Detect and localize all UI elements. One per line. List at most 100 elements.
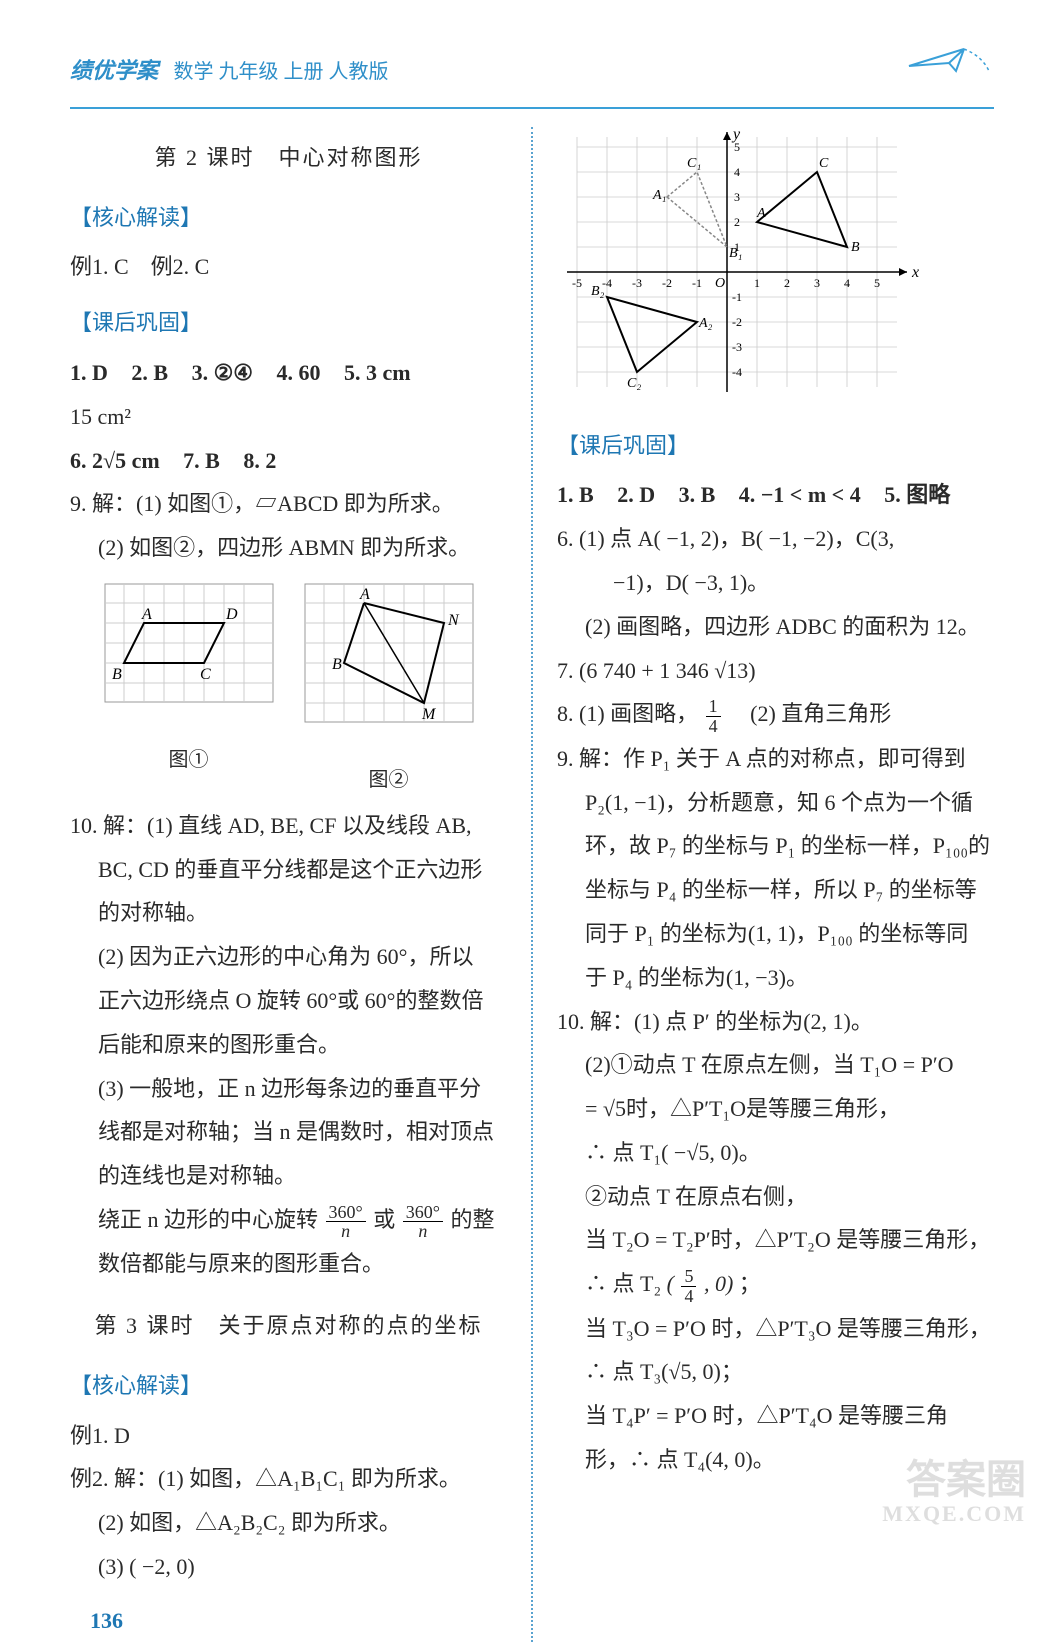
q10-d1-c: 的整 <box>450 1207 494 1232</box>
svg-text:x: x <box>911 264 919 281</box>
core-answers: 例1. C 例2. C <box>70 246 507 288</box>
core2-label: 【核心解读】 <box>70 1365 507 1407</box>
svg-text:2: 2 <box>784 276 790 290</box>
paper-plane-icon <box>904 40 994 101</box>
svg-text:N: N <box>447 612 460 629</box>
r-ans-3: 3. B <box>679 482 716 507</box>
q10-b3: 后能和原来的图形重合。 <box>70 1024 507 1066</box>
q10-a1: 10. 解：(1) 直线 AD, BE, CF 以及线段 AB, <box>70 805 507 847</box>
lesson3-title: 第 3 课时 关于原点对称的点的坐标 <box>70 1305 507 1347</box>
fig2-caption: 图② <box>304 761 474 799</box>
r-q6-1: 6. (1) 点 A( −1, 2)，B( −1, −2)，C(3, <box>557 518 994 560</box>
svg-text:-1: -1 <box>692 276 702 290</box>
svg-text:-3: -3 <box>732 340 742 354</box>
svg-text:5: 5 <box>874 276 880 290</box>
r-q10-2b: = √5时，△P′T₁O是等腰三角形， <box>557 1088 994 1130</box>
lesson2-title: 第 2 课时 中心对称图形 <box>70 137 507 179</box>
q10-c2: 线都是对称轴；当 n 是偶数时，相对顶点 <box>70 1111 507 1153</box>
consolidation-label: 【课后巩固】 <box>70 302 507 344</box>
answer-row-2: 6. 2√5 cm 7. B 8. 2 <box>70 440 507 482</box>
r-ans-2: 2. D <box>617 482 655 507</box>
r-q10-2f-a: ∴ 点 T₂ <box>585 1271 661 1296</box>
ans-5: 5. 3 cm <box>344 360 411 385</box>
svg-text:B₂: B₂ <box>591 284 605 299</box>
r-q10-2f-b: ； <box>739 1271 761 1296</box>
figure-1-block: A D B C 图① <box>104 583 274 799</box>
svg-text:-4: -4 <box>732 365 742 379</box>
r-q9-1: 9. 解：作 P₁ 关于 A 点的对称点，即可得到 <box>557 738 994 780</box>
svg-text:C₁: C₁ <box>687 156 701 171</box>
svg-text:-5: -5 <box>572 276 582 290</box>
q10-d1-a: 绕正 n 边形的中心旋转 <box>98 1207 318 1232</box>
ans-2: 2. B <box>131 360 168 385</box>
svg-text:C₂: C₂ <box>627 376 641 391</box>
r-q10-2g: 当 T₃O = P′O 时，△P′T₃O 是等腰三角形， <box>557 1308 994 1350</box>
q10-d1: 绕正 n 边形的中心旋转 360° n 或 360° n 的整 <box>70 1199 507 1241</box>
right-column: x y O -5-4-3 -2-1 123 45 543 21 -1-2-3 -… <box>557 127 994 1642</box>
figure-1: A D B C <box>104 583 274 723</box>
svg-text:B: B <box>112 666 122 683</box>
r-q10-2a: (2)①动点 T 在原点左侧，当 T₁O = P′O <box>557 1044 994 1086</box>
q10-d1-b: 或 <box>373 1207 395 1232</box>
svg-text:3: 3 <box>814 276 820 290</box>
r-q9-2: P₂(1, −1)，分析题意，知 6 个点为一个循 <box>557 782 994 824</box>
r-q10-2i: 当 T₄P′ = P′O 时，△P′T₄O 是等腰三角 <box>557 1395 994 1437</box>
r-q10-2c: ∴ 点 T₁( −√5, 0)。 <box>557 1132 994 1174</box>
q10-d2: 数倍都能与原来的图形重合。 <box>70 1243 507 1285</box>
svg-text:C: C <box>200 666 211 683</box>
r-q9-4: 坐标与 P₄ 的坐标一样，所以 P₇ 的坐标等 <box>557 869 994 911</box>
svg-text:4: 4 <box>844 276 850 290</box>
svg-text:A₂: A₂ <box>698 316 713 331</box>
svg-text:-2: -2 <box>732 315 742 329</box>
svg-text:B: B <box>332 656 342 673</box>
r-q10-1: 10. 解：(1) 点 P′ 的坐标为(2, 1)。 <box>557 1001 994 1043</box>
r-q9-6: 于 P₄ 的坐标为(1, −3)。 <box>557 957 994 999</box>
ex2-1: 例2. 解：(1) 如图，△A₁B₁C₁ 即为所求。 <box>70 1458 507 1500</box>
ex1: 例1. D <box>70 1415 507 1457</box>
svg-text:O: O <box>715 276 725 291</box>
svg-text:2: 2 <box>734 215 740 229</box>
frac-1-4: 1 4 <box>704 697 723 736</box>
r-q10-2j: 形，∴ 点 T₄(4, 0)。 <box>557 1439 994 1481</box>
r-q9-3: 环，故 P₇ 的坐标与 P₁ 的坐标一样，P₁₀₀的 <box>557 825 994 867</box>
svg-text:C: C <box>819 156 829 171</box>
r-answer-row-1: 1. B 2. D 3. B 4. −1 < m < 4 5. 图略 <box>557 474 994 516</box>
fig1-caption: 图① <box>104 741 274 779</box>
svg-text:1: 1 <box>754 276 760 290</box>
figure-2: A N B M <box>304 583 474 743</box>
r-q8-a: 8. (1) 画图略， <box>557 701 698 726</box>
svg-text:M: M <box>421 706 437 723</box>
page-number: 136 <box>70 1600 507 1642</box>
svg-text:-2: -2 <box>662 276 672 290</box>
r-q10-2e: 当 T₂O = T₂P′时，△P′T₂O 是等腰三角形， <box>557 1219 994 1261</box>
header-left: 绩优学案 数学 九年级 上册 人教版 <box>70 50 389 92</box>
ex2-2: (2) 如图，△A₂B₂C₂ 即为所求。 <box>70 1502 507 1544</box>
frac-5-4: 5 4 <box>679 1267 698 1306</box>
q10-b1: (2) 因为正六边形的中心角为 60°，所以 <box>70 936 507 978</box>
frac-360-n-1: 360° n <box>324 1203 368 1242</box>
r-ans-4: 4. −1 < m < 4 <box>739 482 861 507</box>
svg-text:B: B <box>851 240 860 255</box>
answer-row-1: 1. D 2. B 3. ②④ 4. 60 5. 3 cm <box>70 352 507 394</box>
svg-text:-3: -3 <box>632 276 642 290</box>
r-q10-2h: ∴ 点 T₃(√5, 0)； <box>557 1351 994 1393</box>
q10-a2: BC, CD 的垂直平分线都是这个正六边形 <box>70 849 507 891</box>
right-consol-label: 【课后巩固】 <box>557 425 994 467</box>
svg-text:B₁: B₁ <box>729 246 742 261</box>
svg-text:4: 4 <box>734 165 740 179</box>
ans-1: 1. D <box>70 360 108 385</box>
ex2-3: (3) ( −2, 0) <box>70 1546 507 1588</box>
figures-row: A D B C 图① <box>70 583 507 799</box>
q10-c3: 的连线也是对称轴。 <box>70 1155 507 1197</box>
page-header: 绩优学案 数学 九年级 上册 人教版 <box>70 40 994 109</box>
core-label: 【核心解读】 <box>70 197 507 239</box>
frac-360-n-2: 360° n <box>401 1203 445 1242</box>
svg-text:-1: -1 <box>732 290 742 304</box>
q9-b: (2) 如图②，四边形 ABMN 即为所求。 <box>70 527 507 569</box>
r-ans-1: 1. B <box>557 482 594 507</box>
r-q7: 7. (6 740 + 1 346 √13) <box>557 650 994 692</box>
r-q10-2d: ②动点 T 在原点右侧， <box>557 1176 994 1218</box>
brand-text: 绩优学案 <box>70 58 158 83</box>
svg-text:A: A <box>359 586 370 603</box>
coordinate-figure: x y O -5-4-3 -2-1 123 45 543 21 -1-2-3 -… <box>557 127 994 411</box>
